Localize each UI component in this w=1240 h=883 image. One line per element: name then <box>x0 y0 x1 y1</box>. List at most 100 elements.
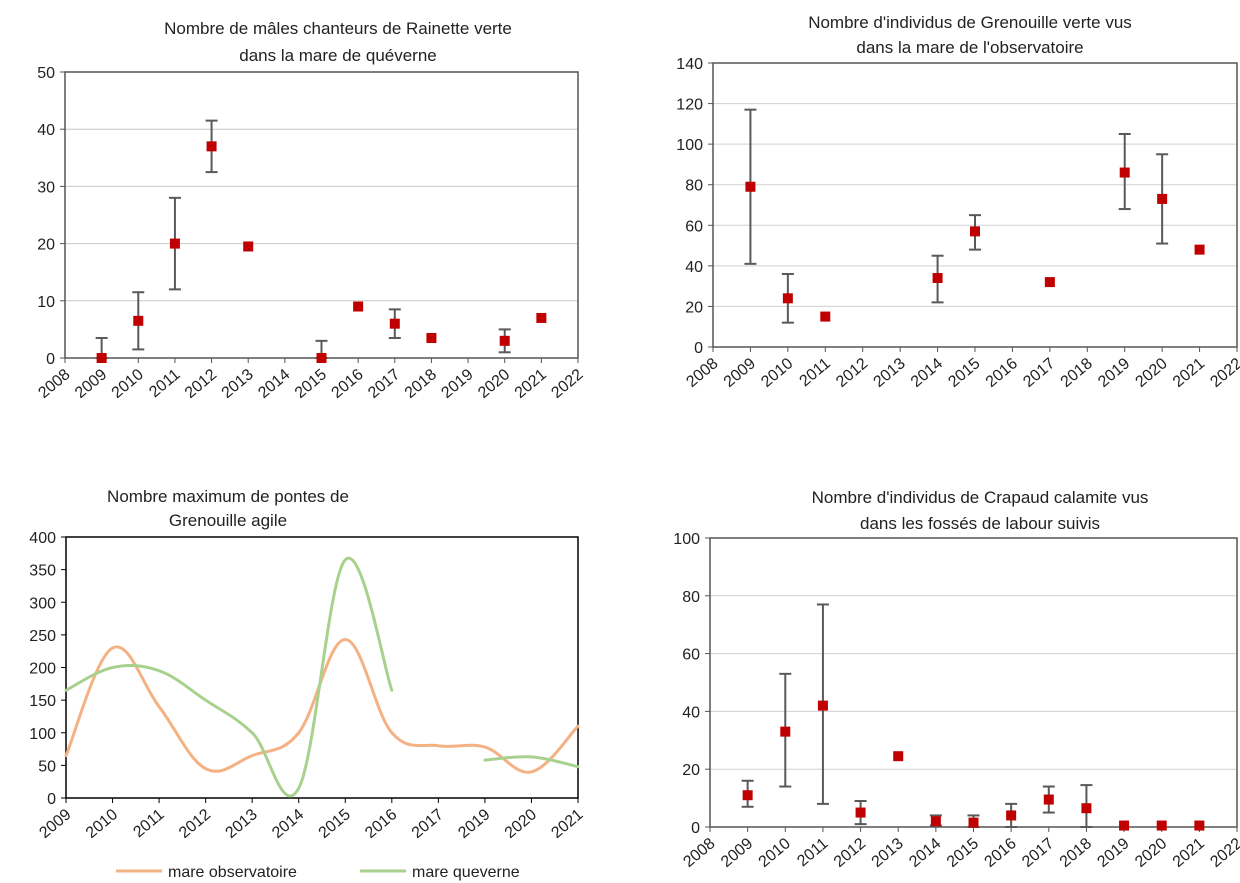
chart-title-line: dans la mare de quéverne <box>239 46 437 65</box>
x-tick-label: 2022 <box>1207 835 1240 871</box>
x-tick-label: 2013 <box>223 806 261 842</box>
x-tick-label: 2020 <box>1133 355 1171 391</box>
y-tick-label: 20 <box>685 299 703 316</box>
x-tick-label: 2011 <box>794 835 831 870</box>
data-point <box>1043 794 1054 805</box>
data-point <box>499 335 510 346</box>
data-point <box>782 293 793 304</box>
y-tick-label: 250 <box>29 628 56 645</box>
x-tick-label: 2022 <box>548 366 586 402</box>
data-point <box>820 311 831 322</box>
chart-3: Nombre maximum de pontes de Grenouille ag… <box>29 487 586 881</box>
y-tick-label: 0 <box>47 791 56 808</box>
data-point <box>1081 803 1092 814</box>
x-tick-label: 2019 <box>1095 355 1133 391</box>
data-point <box>1006 810 1017 821</box>
chart-title-line: Nombre maximum de pontes de <box>107 487 349 506</box>
y-tick-label: 30 <box>37 179 55 196</box>
x-tick-label: 2010 <box>756 835 794 871</box>
data-point <box>893 751 904 762</box>
y-tick-label: 100 <box>676 137 703 154</box>
y-tick-label: 80 <box>682 589 700 606</box>
x-tick-label: 2020 <box>475 366 513 402</box>
x-tick-label: 2016 <box>982 835 1020 871</box>
y-tick-label: 60 <box>685 218 703 235</box>
data-point <box>742 790 753 801</box>
x-tick-label: 2012 <box>831 835 869 871</box>
legend-label: mare observatoire <box>168 864 297 881</box>
y-tick-label: 200 <box>29 661 56 678</box>
x-tick-label: 2021 <box>548 806 586 842</box>
series-line <box>64 556 394 798</box>
x-tick-label: 2017 <box>365 366 403 402</box>
x-tick-label: 2009 <box>36 806 74 842</box>
x-tick-label: 2017 <box>409 806 447 842</box>
data-point <box>968 817 979 828</box>
y-tick-label: 140 <box>676 56 703 73</box>
y-tick-label: 20 <box>37 237 55 254</box>
x-tick-label: 2010 <box>109 366 147 402</box>
x-tick-label: 2014 <box>269 806 307 842</box>
legend-label: mare queverne <box>412 864 520 881</box>
data-point <box>133 315 144 326</box>
data-point <box>1156 820 1167 831</box>
data-point <box>206 141 217 152</box>
x-tick-label: 2016 <box>983 355 1021 391</box>
x-tick-label: 2016 <box>329 366 367 402</box>
y-tick-label: 40 <box>682 704 700 721</box>
x-tick-label: 2019 <box>438 366 476 402</box>
data-point <box>426 332 437 343</box>
x-tick-label: 2014 <box>906 835 944 871</box>
x-tick-label: 2022 <box>1207 355 1240 391</box>
y-tick-label: 0 <box>691 820 700 837</box>
x-tick-label: 2019 <box>1094 835 1132 871</box>
chart-4: Nombre d'individus de Crapaud calamite v… <box>673 488 1240 871</box>
y-tick-label: 40 <box>37 122 55 139</box>
plot-frame <box>709 537 1238 828</box>
x-tick-label: 2013 <box>219 366 257 402</box>
x-tick-label: 2010 <box>758 355 796 391</box>
x-tick-label: 2008 <box>683 355 721 391</box>
x-tick-label: 2018 <box>402 366 440 402</box>
y-tick-label: 100 <box>29 726 56 743</box>
x-tick-label: 2012 <box>176 806 214 842</box>
x-tick-label: 2018 <box>1057 835 1095 871</box>
y-tick-label: 50 <box>38 758 56 775</box>
x-tick-label: 2020 <box>1132 835 1170 871</box>
chart-title-line: Grenouille agile <box>169 511 287 530</box>
y-tick-label: 0 <box>46 351 55 368</box>
chart-title-line: dans les fossés de labour suivis <box>860 514 1100 533</box>
data-point <box>96 353 107 363</box>
data-point <box>930 816 941 827</box>
x-tick-label: 2009 <box>721 355 759 391</box>
chart-title-line: Nombre d'individus de Grenouille verte v… <box>808 13 1132 32</box>
data-point <box>932 273 943 284</box>
x-tick-label: 2008 <box>680 835 718 871</box>
data-point <box>316 353 327 363</box>
y-tick-label: 40 <box>685 259 703 276</box>
chart-1: Nombre de mâles chanteurs de Rainette ve… <box>35 19 586 402</box>
x-tick-label: 2020 <box>502 806 540 842</box>
data-point <box>970 226 980 237</box>
data-point <box>1194 820 1205 831</box>
chart-2: Nombre d'individus de Grenouille verte v… <box>676 13 1240 391</box>
chart-title-line: Nombre de mâles chanteurs de Rainette ve… <box>164 19 512 38</box>
x-tick-label: 2012 <box>833 355 871 391</box>
data-point <box>389 318 400 329</box>
x-tick-label: 2021 <box>1170 355 1208 391</box>
y-tick-label: 150 <box>29 693 56 710</box>
x-tick-label: 2014 <box>908 355 946 391</box>
series-line <box>64 637 580 774</box>
data-point <box>536 312 547 323</box>
data-point <box>745 181 756 192</box>
x-tick-label: 2015 <box>944 835 982 871</box>
x-tick-label: 2021 <box>512 366 550 402</box>
x-tick-label: 2017 <box>1020 355 1058 391</box>
x-tick-label: 2011 <box>146 366 183 401</box>
y-tick-label: 100 <box>673 531 700 548</box>
x-tick-label: 2021 <box>1170 835 1208 871</box>
x-tick-label: 2015 <box>945 355 983 391</box>
series-line <box>483 755 580 769</box>
chart-title-line: dans la mare de l'observatoire <box>856 38 1083 57</box>
